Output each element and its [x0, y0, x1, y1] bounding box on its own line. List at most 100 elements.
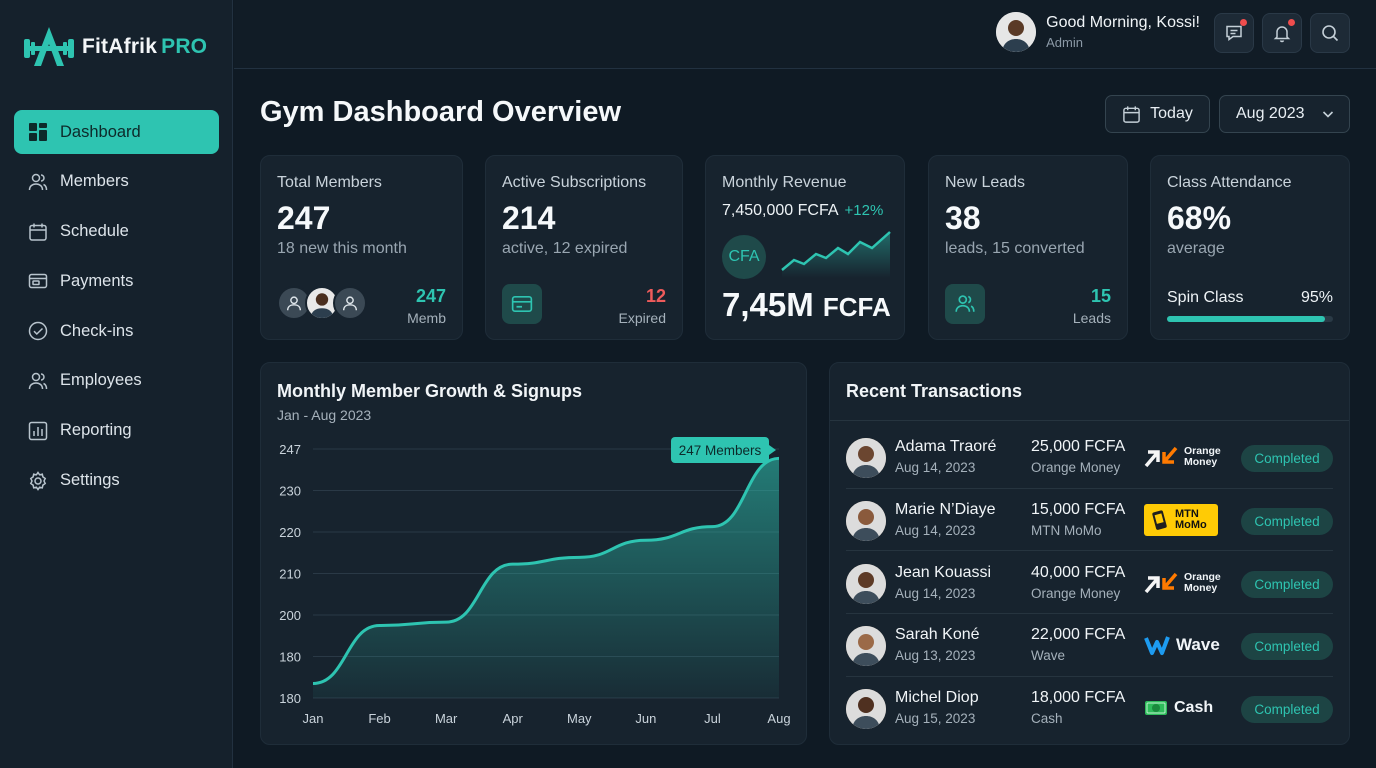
class-attendance-card[interactable]: Class Attendance 68% average Spin Class … — [1150, 155, 1350, 340]
today-label: Today — [1150, 105, 1193, 122]
avatar — [846, 500, 886, 541]
transaction-method: Wave — [1031, 648, 1066, 664]
today-button[interactable]: Today — [1105, 95, 1210, 133]
user-avatar-icon — [846, 438, 886, 478]
transaction-amount: 25,000 FCFA — [1031, 438, 1126, 455]
y-tick-label: 180 — [279, 650, 301, 665]
y-tick-label: 200 — [279, 608, 301, 623]
card-label: Monthly Revenue — [722, 174, 847, 191]
x-tick-label: Mar — [435, 711, 458, 726]
currency-badge: CFA — [722, 235, 766, 279]
revenue-sparkline — [781, 231, 891, 278]
brand-logo[interactable]: FitAfrik PRO — [24, 24, 207, 70]
expired-count: 12 — [645, 286, 666, 306]
sidebar-item-label: Reporting — [60, 421, 132, 440]
transaction-row[interactable]: Marie N’Diaye Aug 14, 2023 15,000 FCFA M… — [846, 489, 1333, 552]
wave-logo-icon — [1144, 636, 1170, 656]
check-circle-icon — [28, 321, 48, 341]
sidebar-item-label: Payments — [60, 271, 134, 290]
greeting-text: Good Morning, Kossi! — [1046, 14, 1200, 31]
sidebar-item-reporting[interactable]: Reporting — [14, 409, 219, 453]
card-label: Class Attendance — [1167, 174, 1292, 191]
member-avatars — [277, 286, 367, 320]
total-members-card[interactable]: Total Members 247 18 new this month 247 … — [260, 155, 463, 340]
x-tick-label: May — [567, 711, 592, 726]
dumbbell-logo-icon — [24, 27, 74, 66]
transaction-date: Aug 14, 2023 — [895, 522, 976, 538]
sidebar-item-dashboard[interactable]: Dashboard — [14, 110, 219, 154]
annotation-pointer — [769, 445, 776, 455]
transaction-row[interactable]: Sarah Koné Aug 13, 2023 22,000 FCFA Wave… — [846, 614, 1333, 678]
transaction-name: Jean Kouassi — [895, 563, 992, 581]
transaction-date: Aug 14, 2023 — [895, 460, 976, 475]
user-profile[interactable]: Good Morning, Kossi! Admin — [996, 12, 1200, 52]
transaction-name: Sarah Koné — [895, 626, 980, 644]
sidebar-item-settings[interactable]: Settings — [14, 459, 219, 503]
sidebar-item-members[interactable]: Members — [14, 160, 219, 204]
notification-dot — [1288, 19, 1295, 26]
message-icon — [1226, 25, 1242, 41]
payment-logo-text: MTN MoMo — [1175, 507, 1207, 531]
user-avatar-icon — [846, 626, 886, 667]
annotation-box — [671, 437, 769, 463]
transaction-method: Orange Money — [1031, 585, 1121, 601]
active-subscriptions-card[interactable]: Active Subscriptions 214 active, 12 expi… — [485, 155, 683, 340]
transaction-amount: 15,000 FCFA — [1031, 500, 1126, 518]
transaction-method: Orange Money — [1031, 460, 1121, 475]
chevron-down-icon — [1322, 111, 1334, 118]
messages-button[interactable] — [1214, 13, 1254, 53]
transaction-row[interactable]: Jean Kouassi Aug 14, 2023 40,000 FCFA Or… — [846, 552, 1333, 615]
avatar — [846, 563, 886, 604]
x-tick-label: Feb — [368, 711, 390, 726]
gear-icon — [29, 470, 47, 491]
sidebar-item-payments[interactable]: Payments — [14, 259, 219, 303]
y-tick-label: 247 — [279, 442, 301, 457]
search-icon — [1322, 25, 1339, 42]
status-badge: Completed — [1241, 507, 1333, 535]
search-button[interactable] — [1310, 13, 1350, 53]
revenue-change: +12% — [844, 202, 884, 219]
card-value: 68% — [1167, 200, 1232, 236]
recent-transactions-card: Recent Transactions Adama Traoré Aug 14,… — [829, 362, 1350, 745]
card-value: 214 — [502, 200, 556, 236]
employees-icon — [28, 372, 48, 390]
month-select[interactable]: Aug 2023 — [1219, 95, 1350, 133]
user-avatar-icon — [996, 12, 1037, 52]
card-icon-box — [502, 284, 542, 324]
card-subtext: average — [1167, 240, 1225, 257]
member-growth-chart: 180 180 200 210 220 230 247 Jan Feb Mar Apr May Jun J… — [279, 437, 791, 726]
sidebar-item-employees[interactable]: Employees — [14, 359, 219, 403]
sidebar-item-schedule[interactable]: Schedule — [14, 210, 219, 254]
bell-icon — [1273, 26, 1291, 43]
avatar — [996, 12, 1037, 52]
x-tick-label: Apr — [503, 711, 524, 726]
transaction-method: MTN MoMo — [1031, 522, 1102, 538]
class-progress-fill — [1167, 316, 1325, 322]
leads-icon — [955, 295, 975, 312]
payment-logo-text: Orange Money — [1184, 570, 1221, 594]
notifications-button[interactable] — [1262, 13, 1302, 53]
monthly-revenue-card[interactable]: Monthly Revenue 7,450,000 FCFA +12% CFA 7… — [705, 155, 905, 340]
class-percent: 95% — [1300, 289, 1333, 306]
transaction-name: Adama Traoré — [895, 438, 997, 455]
transaction-name: Marie N’Diaye — [895, 500, 996, 518]
avatar — [846, 689, 886, 730]
revenue-amount-line: 7,450,000 FCFA +12% — [722, 202, 883, 220]
members-icon — [28, 173, 48, 190]
payment-logo-text: Cash — [1174, 699, 1214, 717]
card-label: Active Subscriptions — [502, 174, 647, 191]
topbar: Good Morning, Kossi! Admin — [234, 0, 1376, 69]
y-tick-label: 220 — [279, 525, 301, 540]
chart-subtitle: Jan - Aug 2023 — [277, 407, 372, 423]
payments-icon — [28, 274, 48, 289]
sidebar-item-label: Check-ins — [60, 321, 134, 340]
transaction-row[interactable]: Adama Traoré Aug 14, 2023 25,000 FCFA Or… — [846, 426, 1333, 489]
status-badge: Completed — [1241, 445, 1333, 472]
chart-title: Monthly Member Growth & Signups — [277, 381, 582, 401]
sidebar-item-label: Settings — [60, 471, 120, 490]
sidebar-item-check-ins[interactable]: Check-ins — [14, 309, 219, 353]
new-leads-card[interactable]: New Leads 38 leads, 15 converted 15 Lead… — [928, 155, 1128, 340]
transaction-name: Michel Diop — [895, 689, 979, 707]
user-avatar-icon — [846, 689, 886, 730]
transaction-row[interactable]: Michel Diop Aug 15, 2023 18,000 FCFA Cas… — [846, 677, 1333, 740]
